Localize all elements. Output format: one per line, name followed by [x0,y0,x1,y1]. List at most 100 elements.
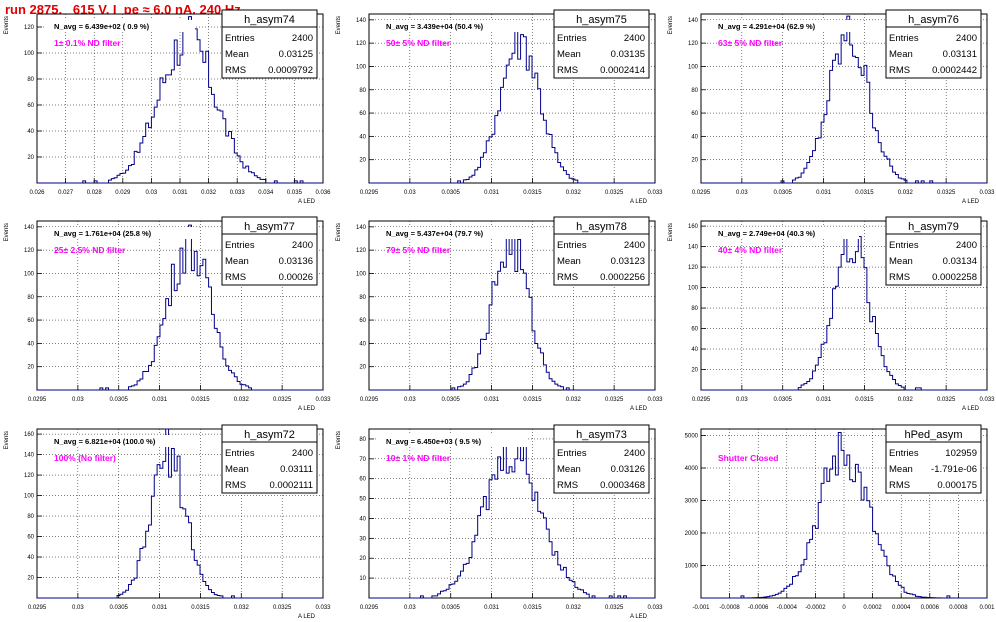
y-tick-label: 140 [356,18,367,24]
y-tick-label: 10 [359,576,366,582]
y-tick-label: 60 [691,111,698,117]
x-tick-label: 0.0315 [855,190,874,196]
histogram-name: h_asym78 [576,221,627,233]
y-tick-label: 120 [24,25,35,31]
stats-entries-label: Entries [225,33,255,44]
x-tick-label: 0.028 [87,190,103,196]
y-tick-label: 160 [24,432,35,438]
stats-mean-label: Mean [889,256,913,267]
y-tick-label: 120 [688,265,699,271]
x-tick-label: 0.0325 [605,397,624,403]
y-tick-label: 60 [359,318,366,324]
navg-label: N_avg = 6.821e+04 (100.0 %) [54,437,156,446]
histogram-panel: 0.0295 0.03 0.0305 0.031 0.0315 0.032 0.0325 0.… [332,207,664,414]
stats-rms-value: 0.00026 [279,272,313,283]
navg-box [377,227,527,239]
histogram-line [369,436,655,599]
histogram-svg: 0.0295 0.03 0.0305 0.031 0.0315 0.032 0.0325 0.… [336,9,663,205]
histogram-name: h_asym73 [576,429,627,441]
x-tick-label: 0.033 [230,190,246,196]
stats-box [885,424,982,494]
stats-entries-value: 2400 [292,33,313,44]
x-tick-label: 0.032 [898,190,914,196]
navg-label: N_avg = 6.439e+02 ( 0.9 %) [54,22,150,31]
x-tick-label: 0.033 [315,605,331,611]
y-tick-label: 100 [24,494,35,500]
stats-mean-label: Mean [889,49,913,60]
filter-annotation: 79± 5% ND filter [386,245,451,255]
x-axis-label: A LED [298,406,316,412]
y-tick-label: 80 [27,514,34,520]
stats-mean-value: 0.03111 [280,464,313,475]
stats-mean-value: 0.03125 [279,49,313,60]
histogram-svg: 0.0295 0.03 0.0305 0.031 0.0315 0.032 0.0325 0.… [4,424,331,620]
histogram-svg: 0.0295 0.03 0.0305 0.031 0.0315 0.032 0.0325 0.… [668,9,995,205]
filter-annotation: 40± 4% ND filter [718,245,783,255]
stats-mean-value: 0.03131 [943,49,977,60]
x-tick-label: 0.0315 [191,397,210,403]
y-tick-label: 40 [691,347,698,353]
x-tick-label: 0.0305 [110,397,129,403]
stats-rms-value: 0.000175 [937,480,977,491]
filter-annotation: 100% (No filter) [54,453,116,463]
histogram-panel: 0.026 0.027 0.028 0.029 0.03 0.031 0.032 0.033 0… [0,0,332,207]
stats-entries-value: 2400 [956,240,977,251]
y-tick-label: 80 [691,306,698,312]
x-tick-label: 0.031 [816,190,832,196]
stats-entries-label: Entries [889,33,919,44]
x-tick-label: 0.032 [201,190,217,196]
x-axis-label: A LED [298,614,316,620]
stats-box [221,216,318,286]
y-tick-label: 40 [691,134,698,140]
filter-annotation: 63± 5% ND filter [718,38,783,48]
x-axis-label: A LED [962,199,980,205]
x-tick-label: 0.0305 [110,605,129,611]
x-tick-label: 0.036 [315,190,331,196]
y-tick-label: 3000 [685,499,699,505]
x-tick-label: -0.0008 [719,605,740,611]
y-axis-label: Events [336,431,342,449]
navg-label: N_avg = 3.439e+04 (50.4 %) [386,22,484,31]
stats-box [553,424,650,494]
filter-annotation: Shutter Closed [718,453,778,463]
x-tick-label: 0.0006 [921,605,940,611]
stats-rms-label: RMS [557,480,578,491]
navg-label: N_avg = 4.291e+04 (62.9 %) [718,22,816,31]
histogram-line [37,224,323,391]
x-tick-label: 0.033 [315,397,331,403]
stats-entries-value: 2400 [956,33,977,44]
histogram-name: h_asym74 [244,14,295,26]
y-axis-label: Events [668,223,674,241]
y-tick-label: 100 [688,64,699,70]
y-tick-label: 100 [356,64,367,70]
stats-entries-value: 2400 [624,240,645,251]
navg-label: N_avg = 1.761e+04 (25.8 %) [54,229,152,238]
x-tick-label: 0.0002 [863,605,882,611]
x-tick-label: 0.032 [234,605,250,611]
x-tick-label: 0.0315 [523,605,542,611]
stats-box [221,424,318,494]
stats-mean-value: 0.03135 [611,49,645,60]
x-tick-label: 0.0325 [605,605,624,611]
x-tick-label: 0.032 [566,397,582,403]
y-tick-label: 120 [24,473,35,479]
x-tick-label: 0.0325 [937,190,956,196]
y-tick-label: 40 [359,516,366,522]
y-tick-label: 60 [691,327,698,333]
x-tick-label: 0.0305 [774,190,793,196]
x-tick-label: 0.0305 [442,190,461,196]
stats-mean-label: Mean [557,256,581,267]
x-tick-label: 0.03 [72,605,84,611]
stats-entries-value: 102959 [945,448,977,459]
x-tick-label: 0.03 [404,605,416,611]
stats-mean-label: Mean [225,464,249,475]
stats-rms-label: RMS [889,65,910,76]
stats-rms-value: 0.0009792 [268,65,313,76]
stats-entries-label: Entries [225,240,255,251]
y-tick-label: 60 [27,318,34,324]
histogram-name: hPed_asym [904,429,962,441]
x-tick-label: 0.03 [72,397,84,403]
y-tick-label: 140 [356,225,367,231]
x-tick-label: -0.0004 [777,605,798,611]
x-tick-label: 0.031 [816,397,832,403]
